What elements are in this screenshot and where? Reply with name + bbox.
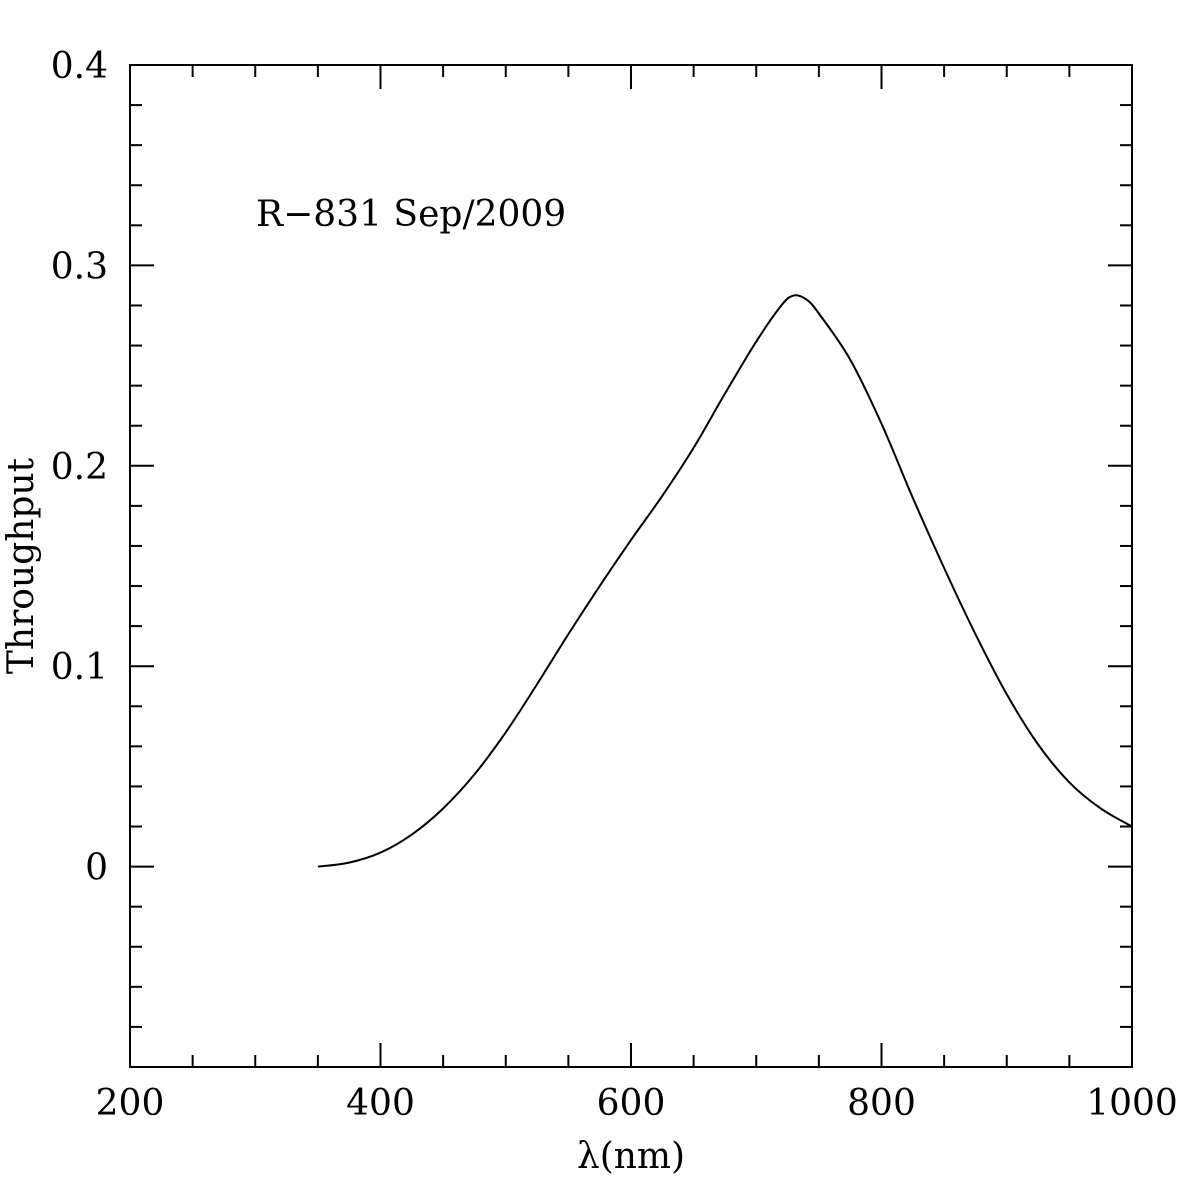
- x-tick-label: 200: [96, 1083, 165, 1124]
- y-axis-label: Throughput: [1, 457, 42, 674]
- y-tick-label: 0.4: [51, 46, 108, 87]
- labels-layer: 200 400 600 800 1000 0 0.1 0.2 0.3 0.4: [51, 46, 1178, 1124]
- y-tick-label: 0.3: [51, 246, 108, 287]
- x-tick-label: 800: [847, 1083, 916, 1124]
- x-tick-label: 400: [346, 1083, 415, 1124]
- y-tick-label: 0.1: [51, 647, 108, 688]
- x-axis-label: λ(nm): [577, 1136, 685, 1177]
- ticks-layer: [129, 64, 1133, 1068]
- plot-frame: [129, 64, 1133, 1068]
- throughput-series-line: [317, 294, 1133, 868]
- x-tick-label: 1000: [1086, 1083, 1178, 1124]
- y-tick-label: 0: [85, 848, 108, 889]
- x-tick-label: 600: [597, 1083, 666, 1124]
- y-tick-label: 0.2: [51, 447, 108, 488]
- chart-annotation: R−831 Sep/2009: [256, 194, 566, 235]
